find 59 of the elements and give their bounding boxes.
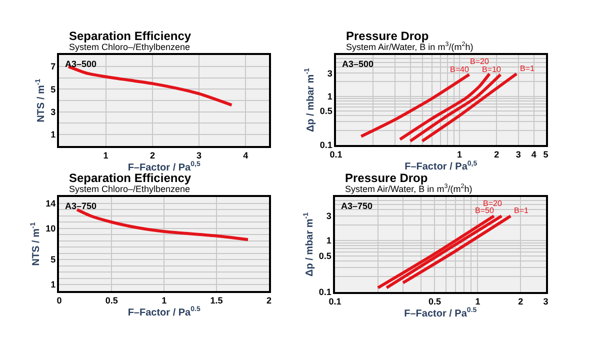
x-tick-label: 0.5 [105,295,118,306]
x-tick-label: 3 [196,150,202,160]
x-axis-title: F–Factor / Pa$^{0.5}$ [404,307,477,320]
x-axis-title: F–Factor / Pa$^{0.5}$ [128,306,200,318]
line-series [360,73,471,138]
y-tick-label: 0.5 [318,251,332,262]
x-axis-title: F–Factor / Pa$^{0,5}$ [404,160,478,172]
series-label: B=50 [475,206,494,215]
y-tick-label: 0.5 [320,106,332,116]
y-tick-label: 1 [327,91,332,102]
x-tick-label: 0 [56,295,62,306]
y-tick-label: 1 [50,130,56,140]
y-tick-label: 0.1 [318,286,332,297]
annotation: A3–500 [342,59,374,69]
x-axis-title: F–Factor / Pa$^{0,5}$ [128,161,200,174]
chart-subtitle: System Chloro–/Ethylbenzene [69,184,190,194]
series-label: B=20 [470,57,490,66]
annotation: A3–500 [65,59,97,69]
y-tick-label: 3 [327,68,332,78]
series-label: B=20 [483,199,502,208]
chart-subtitle: System Air/Water, B in m$^{3}$/(m$^{2}$h) [345,183,472,194]
y-tick-label: 1 [326,236,332,246]
chart-subtitle: System Air/Water, B in m$^{3}$/(m$^{2}$h) [346,41,474,52]
x-tick-label: 2 [266,295,272,306]
series-label: B=1 [514,206,530,215]
y-tick-label: 0.1 [320,140,332,150]
chart-title: Separation Efficiency [69,171,192,185]
y-tick-label: 3 [326,211,332,222]
x-tick-label: 1.5 [210,295,223,306]
chart-title: Separation Efficiency [69,29,192,43]
y-tick-label: 7 [50,62,56,72]
x-tick-label: 5 [543,149,548,160]
x-tick-label: 0.5 [428,296,441,306]
chart-subtitle: System Chloro–/Ethylbenzene [69,42,190,52]
x-tick-label: 1 [103,150,108,160]
series-label: B=1 [520,64,536,73]
x-tick-label: 2 [150,150,155,160]
x-tick-label: 2 [494,149,500,160]
chart-title: Pressure Drop [346,29,429,43]
x-tick-label: 4 [243,150,248,160]
x-tick-label: 1 [162,295,167,306]
x-tick-label: 1 [456,149,462,160]
annotation: A3–750 [341,201,373,211]
series-label: B=40 [450,65,470,74]
y-tick-label: 5 [50,84,56,94]
y-tick-label: 10 [46,224,56,234]
y-tick-label: 5 [50,254,56,265]
x-tick-label: 4 [531,149,536,160]
y-tick-label: 3 [50,107,56,118]
x-tick-label: 1 [475,296,480,306]
series-label: B=10 [482,65,502,74]
chart-title: Pressure Drop [345,171,428,185]
y-tick-label: 14 [46,198,56,209]
x-tick-label: 2 [518,296,524,306]
annotation: A3–750 [65,201,97,211]
x-tick-label: 3 [543,296,548,306]
line-series [76,208,250,242]
x-tick-label: 3 [516,149,521,160]
y-tick-label: 1 [50,280,56,290]
